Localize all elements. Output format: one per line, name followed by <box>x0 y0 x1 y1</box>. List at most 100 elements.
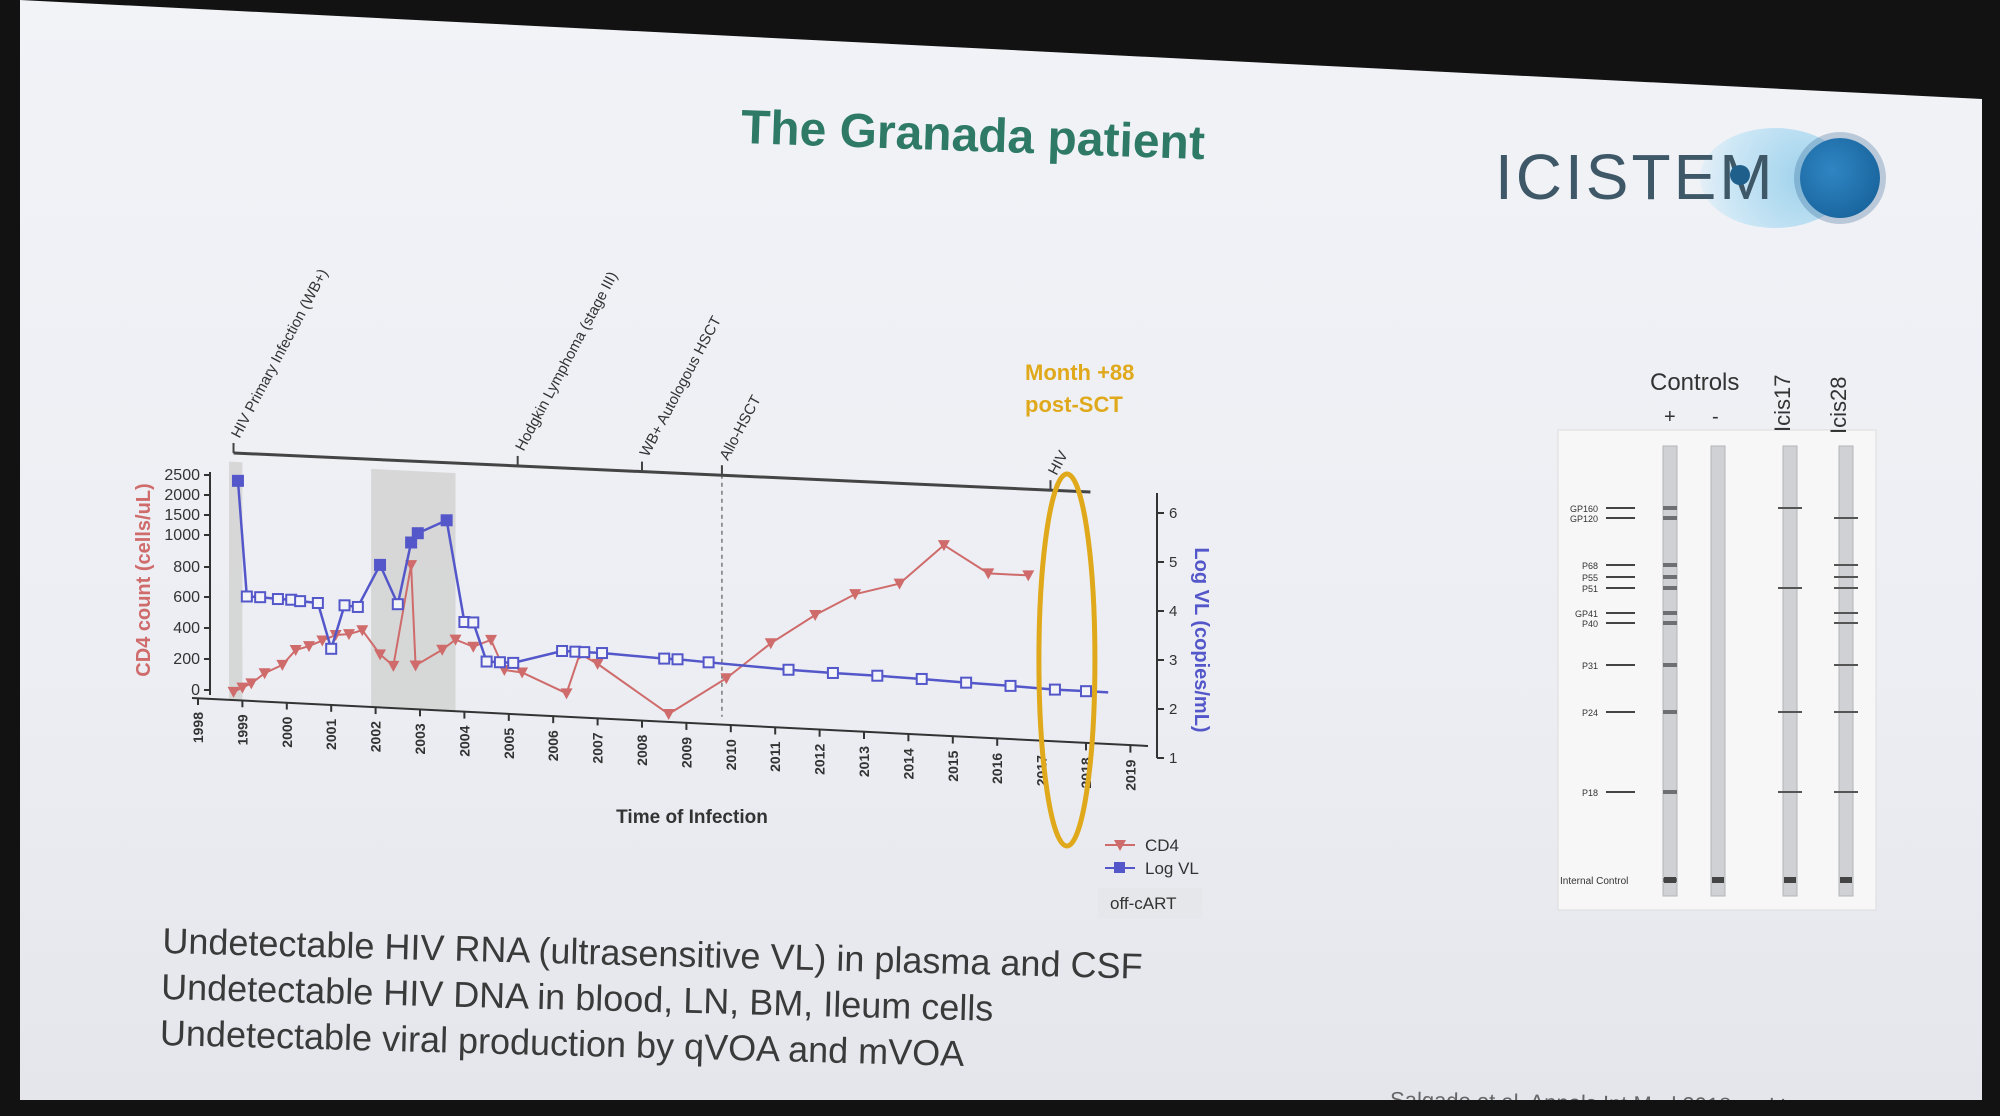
blot-internal-control-band <box>1840 877 1852 883</box>
cd4-point <box>516 667 529 679</box>
vl-point <box>507 656 520 669</box>
vl-point <box>467 616 480 629</box>
vl-point <box>782 663 795 676</box>
x-axis-tick-label: 1998 <box>190 712 206 743</box>
timeline-line <box>233 451 1091 494</box>
x-axis-tick-label: 2002 <box>368 721 384 752</box>
cd4-point <box>809 610 822 622</box>
x-axis-tick-label: 2007 <box>590 732 606 763</box>
blot-band <box>1663 790 1677 794</box>
left-axis-tick-label: 0 <box>191 682 200 699</box>
x-axis-tick-label: 2001 <box>323 719 339 750</box>
right-axis-tick-label: 6 <box>1169 505 1177 522</box>
event-label: WB+ Autologous HSCT <box>637 313 725 459</box>
blot-band <box>1663 563 1677 567</box>
vl-point <box>338 599 351 612</box>
virus-icon <box>1800 138 1880 218</box>
blot-band-label: P51 <box>1582 584 1598 594</box>
shaded-period <box>371 468 456 712</box>
vl-point <box>254 591 267 604</box>
blot-band <box>1663 506 1677 510</box>
legend-vl-label: Log VL <box>1145 859 1199 878</box>
cd4-point <box>227 686 240 698</box>
x-axis-tick-label: 2004 <box>456 725 472 756</box>
x-axis-tick-label: 2014 <box>900 748 916 779</box>
vl-point <box>1004 679 1017 692</box>
blot-band <box>1663 710 1677 714</box>
logo-text: ICISTEM <box>1495 141 1776 213</box>
x-axis-tick-label: 2009 <box>678 737 694 768</box>
blot-band <box>1663 663 1677 667</box>
vl-point <box>240 590 253 603</box>
slide: The Granada patient ICISTEM HIV Primary … <box>20 0 1982 1100</box>
blot-strip <box>1838 445 1854 897</box>
vl-point <box>658 652 671 665</box>
blot-band <box>1663 611 1677 615</box>
cd4-point <box>276 659 289 671</box>
vl-point <box>351 600 364 613</box>
right-axis-tick-label: 1 <box>1169 750 1177 767</box>
right-axis-title: Log VL (copies/mL) <box>1190 547 1212 732</box>
legend-cd4-marker <box>1114 840 1126 851</box>
cd4-point <box>720 673 733 685</box>
vl-point <box>405 536 418 549</box>
right-axis-tick-label: 3 <box>1169 652 1177 669</box>
logo-dot-icon <box>1730 165 1750 185</box>
bullet-list: Undetectable HIV RNA (ultrasensitive VL)… <box>159 918 1143 1082</box>
left-axis-tick-label: 800 <box>173 559 200 576</box>
blot-plus-label: + <box>1664 406 1676 428</box>
cd4-point <box>467 641 480 653</box>
blot-band-label: P18 <box>1582 788 1598 798</box>
x-axis-tick-label: 1999 <box>234 714 250 745</box>
x-axis-line <box>191 697 1149 747</box>
left-axis-tick-label: 400 <box>173 620 200 637</box>
vl-point <box>325 642 338 655</box>
x-axis-tick-label: 2013 <box>856 746 872 777</box>
right-axis-tick-label: 2 <box>1169 701 1177 718</box>
cd4-point <box>245 678 258 690</box>
highlight-label-line1: Month +88 <box>1025 360 1134 385</box>
x-axis-tick-label: 2011 <box>767 741 783 772</box>
cd4-point <box>591 658 604 670</box>
cd4-point <box>662 709 675 721</box>
event-label: Allo-HSCT <box>716 393 764 464</box>
blot-strip <box>1662 445 1678 897</box>
vl-point <box>702 656 715 669</box>
event-label: Hodgkin Lymphoma (stage III) <box>512 269 621 454</box>
vl-point <box>311 597 324 610</box>
blot-band-label: P40 <box>1582 619 1598 629</box>
cd4-point <box>764 638 777 650</box>
cd4-point <box>1022 570 1035 582</box>
cd4-point <box>303 641 315 653</box>
blot-internal-control-band <box>1712 877 1724 883</box>
blot-band-label: GP120 <box>1570 514 1598 524</box>
vl-point <box>271 593 284 606</box>
x-axis-title: Time of Infection <box>616 807 768 828</box>
left-axis-title: CD4 count (cells/uL) <box>133 483 155 676</box>
cd4-point <box>560 688 573 700</box>
blot-band-label: P24 <box>1582 708 1598 718</box>
cd4-point <box>893 578 906 590</box>
vl-point <box>671 653 684 666</box>
legend-vl-marker <box>1114 862 1125 873</box>
left-axis-tick-label: 2500 <box>164 467 200 484</box>
vl-point <box>1080 685 1092 698</box>
x-axis-tick-label: 2005 <box>501 728 517 759</box>
blot-internal-control-band <box>1664 877 1676 883</box>
x-axis-tick-label: 2019 <box>1122 759 1138 790</box>
vl-point <box>871 669 884 682</box>
highlight-ellipse <box>1036 471 1098 849</box>
cd4-point <box>374 649 387 661</box>
cd4-point <box>342 629 355 641</box>
blot-controls-header: Controls <box>1650 369 1739 396</box>
cd4-point <box>387 660 400 672</box>
vl-point <box>294 595 307 608</box>
x-axis-tick-label: 2003 <box>412 723 428 754</box>
cd4-point <box>405 560 418 572</box>
cd4-point <box>436 644 449 656</box>
blot-band-label: P31 <box>1582 661 1598 671</box>
vl-point <box>826 666 839 679</box>
blot-minus-label: - <box>1712 406 1719 428</box>
blot-band-label: P55 <box>1582 573 1598 583</box>
